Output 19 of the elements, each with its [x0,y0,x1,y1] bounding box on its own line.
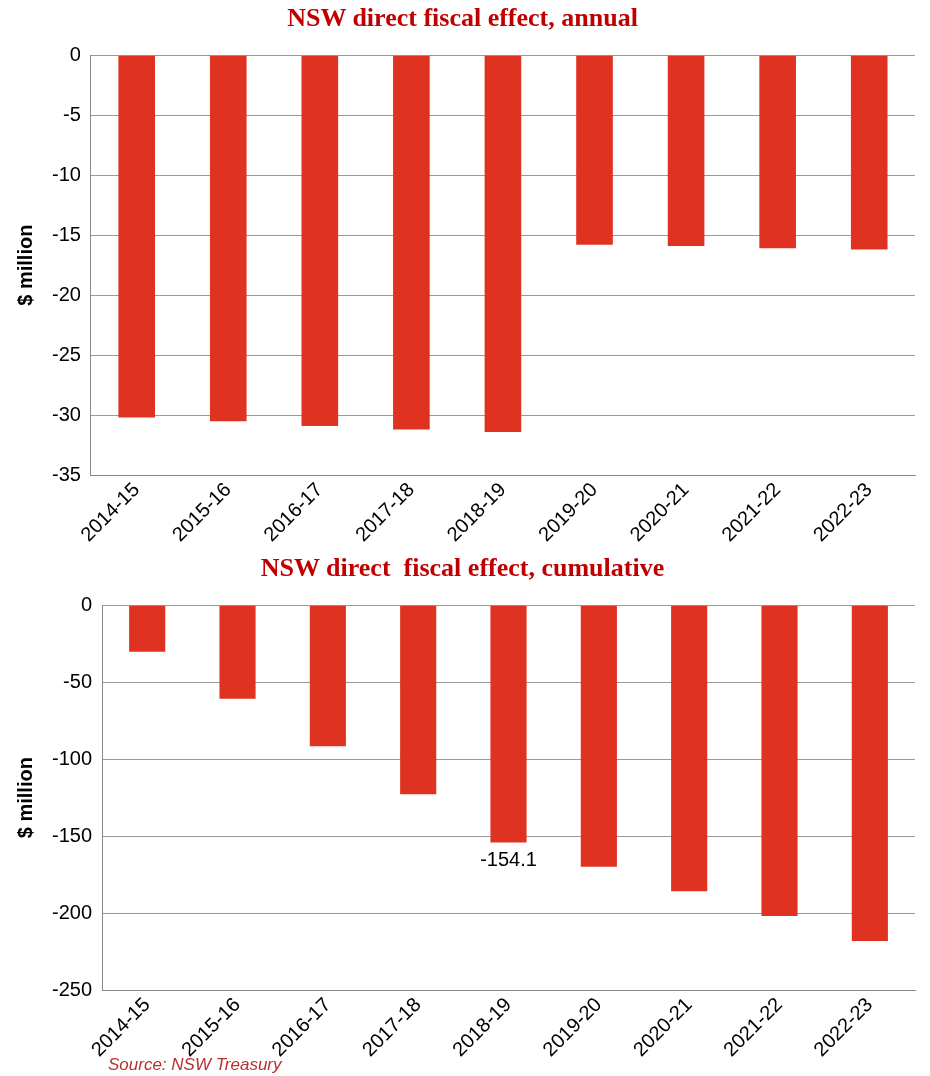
y-tick-label: -50 [63,669,93,692]
y-tick-label: -15 [52,222,81,245]
chart-title: NSW direct fiscal effect, annual [287,3,638,33]
y-tick-label: 0 [69,42,81,65]
y-tick-label: -25 [52,342,81,365]
y-tick-label: -200 [52,900,93,923]
y-axis-title: $ million [13,224,36,306]
y-tick-label: -10 [52,162,81,185]
y-tick-label: -100 [52,746,93,769]
y-tick-label: -250 [52,977,93,1000]
y-tick-label: -30 [52,402,81,425]
chart-title: NSW direct fiscal effect, cumulative [260,553,665,583]
data-label: -154.1 [480,847,537,870]
y-tick-label: -5 [63,102,81,125]
y-tick-label: -20 [52,282,81,305]
y-tick-label: -35 [52,462,81,485]
y-tick-label: 0 [80,592,93,615]
y-tick-label: -150 [52,823,93,846]
y-axis-title: $ million [13,757,36,839]
